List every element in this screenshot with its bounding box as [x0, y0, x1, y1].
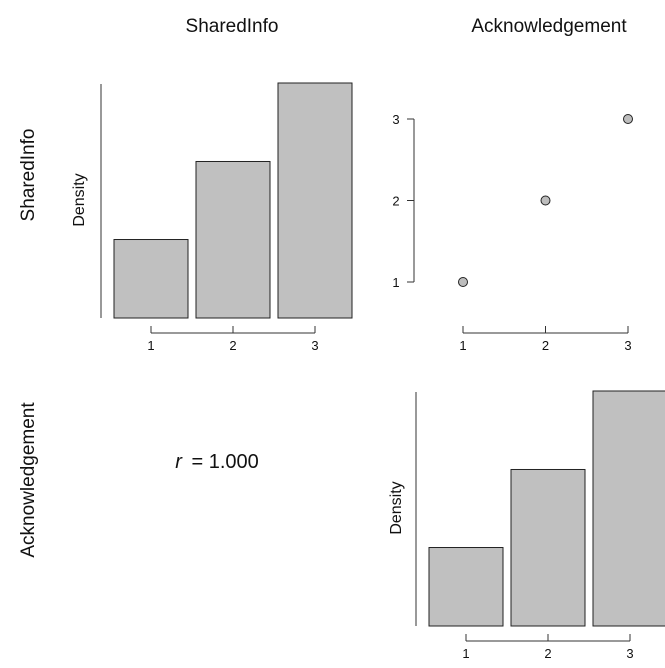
scatter-point-2: [540, 195, 551, 206]
row-header-acknowledgement: Acknowledgement: [18, 402, 39, 558]
histogram-sharedinfo-ylabel: Density: [71, 173, 88, 226]
scatter-y-tick-label-3: 3: [392, 112, 399, 127]
histogram-sharedinfo-bar-2: [195, 160, 271, 319]
row-header-sharedinfo: SharedInfo: [18, 129, 39, 222]
histogram-acknowledgement-x-axis: 1 2 3: [462, 634, 634, 661]
scatter-y-axis: 1 2 3: [392, 112, 415, 290]
histogram-acknowledgement: Density 1 2 3: [388, 390, 665, 661]
scatter-y-tick-label-2: 2: [392, 194, 399, 209]
scatter-x-axis: 1 2 3: [459, 326, 632, 353]
correlation-value: = 1.000: [191, 451, 258, 473]
histogram-sharedinfo: Density 1 2 3: [71, 82, 353, 353]
histogram-sharedinfo-x-tick-label-2: 2: [229, 338, 236, 353]
histogram-acknowledgement-x-tick-label-3: 3: [626, 646, 633, 661]
histogram-sharedinfo-x-tick-label-3: 3: [311, 338, 318, 353]
histogram-sharedinfo-bar-1: [113, 239, 189, 319]
histogram-acknowledgement-bars: [428, 390, 665, 627]
histogram-sharedinfo-x-axis: 1 2 3: [147, 326, 319, 353]
scatter-point-3: [623, 114, 633, 124]
histogram-sharedinfo-bars: [113, 82, 353, 319]
histogram-sharedinfo-bar-3: [277, 82, 353, 319]
scatter-x-tick-label-3: 3: [624, 338, 631, 353]
column-header-sharedinfo: SharedInfo: [186, 16, 279, 37]
histogram-acknowledgement-bar-2: [510, 468, 586, 627]
correlation-panel: r = 1.000: [175, 451, 259, 473]
correlation-text: r = 1.000: [175, 451, 259, 473]
scatter-x-tick-label-2: 2: [542, 338, 549, 353]
histogram-acknowledgement-ylabel: Density: [388, 481, 405, 534]
column-header-acknowledgement: Acknowledgement: [471, 16, 627, 37]
scatter-y-tick-label-1: 1: [392, 275, 399, 290]
histogram-sharedinfo-x-tick-label-1: 1: [147, 338, 154, 353]
correlation-symbol: r: [175, 451, 183, 473]
scatter-point-1: [458, 277, 468, 287]
histogram-acknowledgement-bar-1: [428, 547, 504, 627]
histogram-acknowledgement-x-tick-label-1: 1: [462, 646, 469, 661]
scatter-x-tick-label-1: 1: [459, 338, 466, 353]
histogram-acknowledgement-bar-3: [592, 390, 665, 627]
scatter-points: [458, 114, 633, 287]
histogram-acknowledgement-x-tick-label-2: 2: [544, 646, 551, 661]
scatter-panel: 1 2 3 1 2 3: [392, 112, 633, 353]
